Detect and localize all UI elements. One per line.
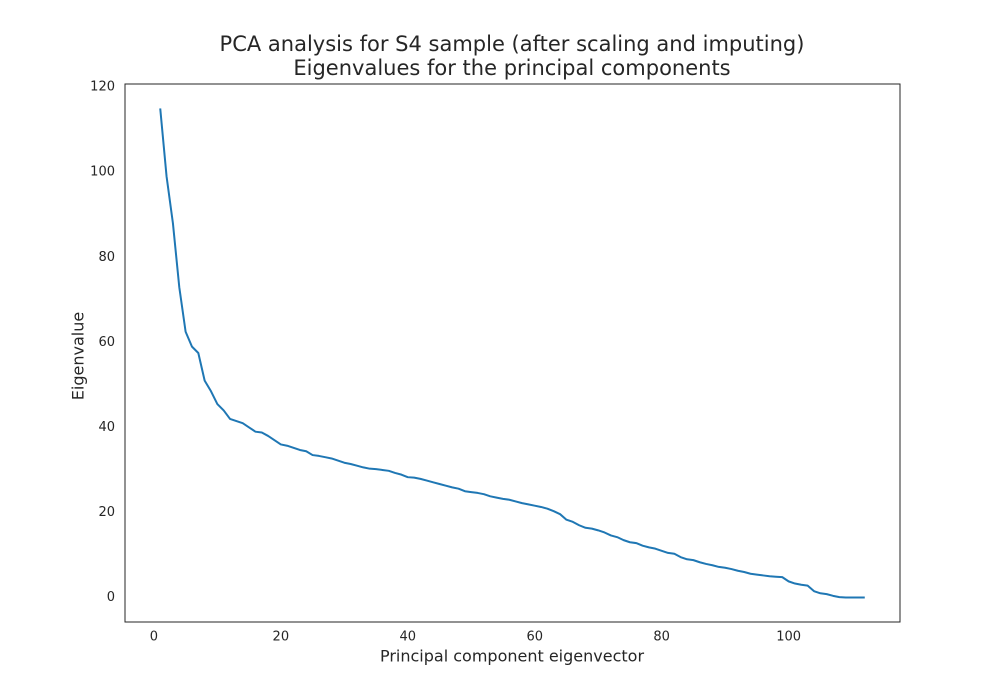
y-axis-label: Eigenvalue bbox=[69, 312, 88, 400]
y-tick-label: 20 bbox=[98, 505, 115, 520]
data-line bbox=[159, 108, 865, 599]
y-tick-label: 120 bbox=[90, 80, 115, 95]
chart-subtitle: Eigenvalues for the principal components bbox=[293, 56, 730, 80]
x-tick-label: 100 bbox=[776, 630, 801, 645]
x-tick-label: 40 bbox=[399, 630, 416, 645]
y-tick-label: 80 bbox=[98, 250, 115, 265]
chart-title: PCA analysis for S4 sample (after scalin… bbox=[220, 32, 805, 56]
x-tick-label: 80 bbox=[653, 630, 670, 645]
x-tick-label: 60 bbox=[526, 630, 543, 645]
x-tick-label: 0 bbox=[150, 630, 158, 645]
plot-frame bbox=[124, 83, 901, 623]
x-tick-label: 20 bbox=[273, 630, 290, 645]
x-axis-label: Principal component eigenvector bbox=[380, 647, 644, 666]
y-tick-label: 40 bbox=[98, 420, 115, 435]
y-tick-label: 0 bbox=[107, 590, 115, 605]
y-tick-label: 100 bbox=[90, 165, 115, 180]
y-tick-label: 60 bbox=[98, 335, 115, 350]
